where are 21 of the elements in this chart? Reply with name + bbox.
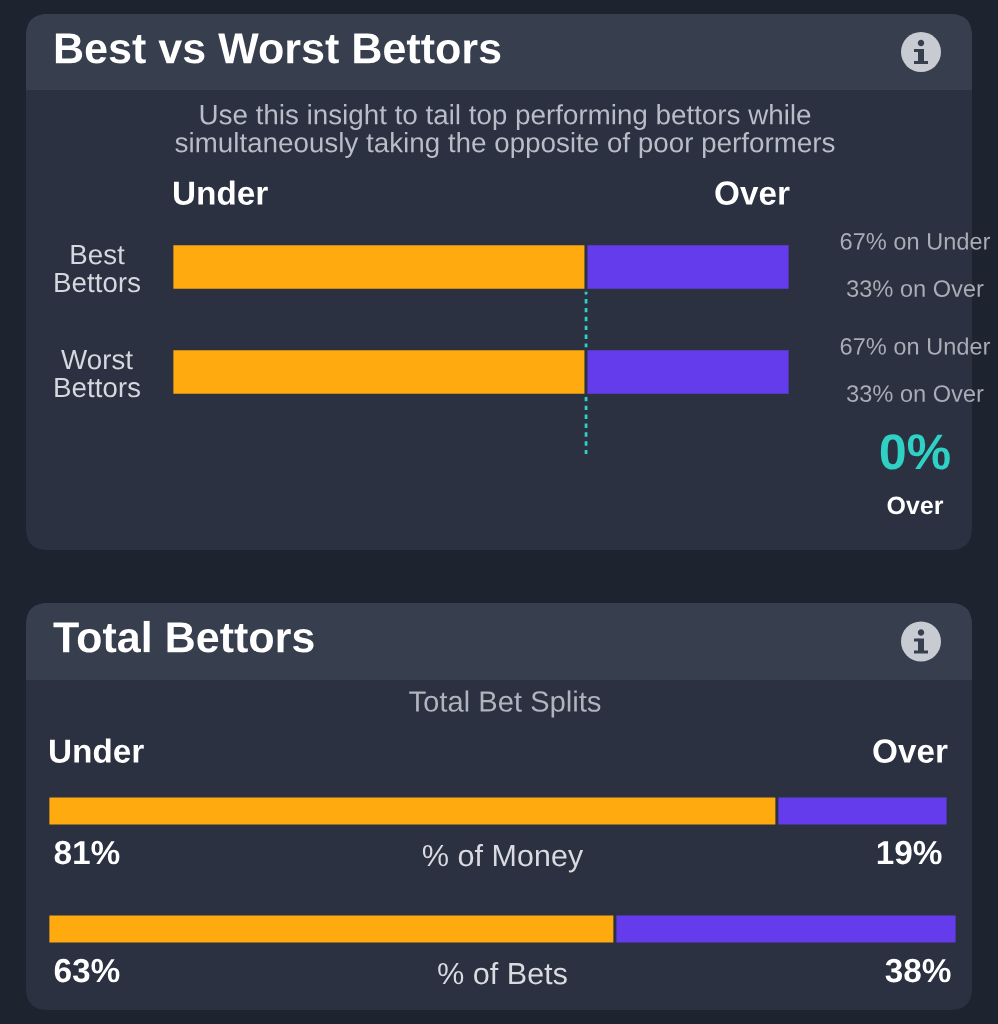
data-label: 38% <box>885 958 951 983</box>
series-label: Under <box>50 738 144 763</box>
series-label: Over <box>873 739 948 763</box>
data-label: 19% <box>877 840 942 865</box>
y-tick-label: Worst Bettors <box>55 350 140 398</box>
data-label: 33% on Over <box>847 280 984 297</box>
y-tick-label: Best Bettors <box>55 245 140 293</box>
y-tick-label: % of Money <box>422 844 584 873</box>
data-label: 67% on Under <box>840 337 991 355</box>
series-label: Over <box>715 181 790 205</box>
data-label: 63% <box>54 958 120 983</box>
chart-title: Best vs Worst Bettors <box>55 33 501 64</box>
series-label: Under <box>174 180 268 205</box>
y-tick-label: % of Bets <box>438 962 567 985</box>
chart-subtitle: Use this insight to tail top performing bettors while simultaneously taking the opposite of poor performers <box>175 104 835 158</box>
text: 0% Over <box>880 434 950 515</box>
data-label: 33% on Over <box>847 385 984 402</box>
chart-title: Total Bettors <box>53 620 314 653</box>
chart-subtitle: Total Bet Splits <box>409 690 601 718</box>
data-label: 67% on Under <box>840 232 991 250</box>
data-label: 81% <box>54 840 120 865</box>
